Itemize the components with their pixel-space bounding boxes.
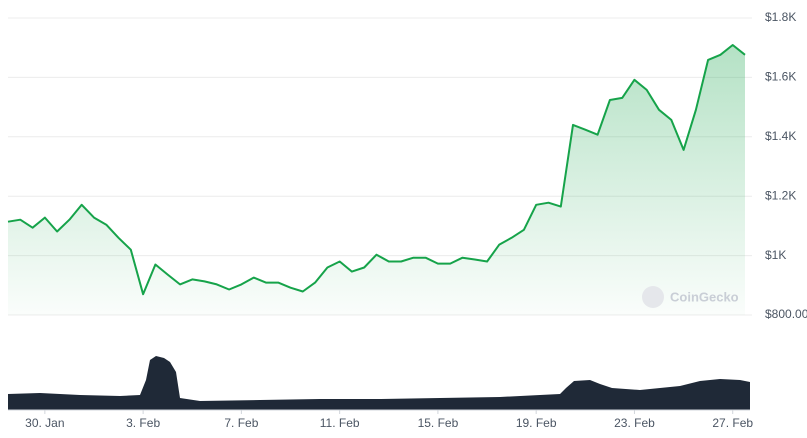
x-tick-label: 15. Feb [418, 416, 459, 430]
x-tick-label: 27. Feb [712, 416, 753, 430]
x-tick-label: 7. Feb [224, 416, 258, 430]
watermark-logo [642, 286, 664, 308]
y-tick-label: $1.6K [765, 70, 796, 84]
y-tick-label: $1.2K [765, 188, 796, 202]
x-tick-label: 30. Jan [25, 416, 64, 430]
y-tick-label: $1.8K [765, 10, 796, 24]
x-tick-label: 11. Feb [320, 416, 360, 430]
y-tick-label: $800.00 [765, 307, 807, 321]
x-tick-label: 3. Feb [126, 416, 160, 430]
watermark: CoinGecko [670, 289, 739, 304]
x-tick-label: 19. Feb [516, 416, 557, 430]
y-tick-label: $1K [765, 248, 786, 262]
y-tick-label: $1.4K [765, 129, 796, 143]
plot [7, 44, 746, 315]
volume [8, 356, 750, 410]
price-area [8, 45, 745, 315]
x-tick-label: 23. Feb [614, 416, 655, 430]
price-line [7, 44, 746, 296]
